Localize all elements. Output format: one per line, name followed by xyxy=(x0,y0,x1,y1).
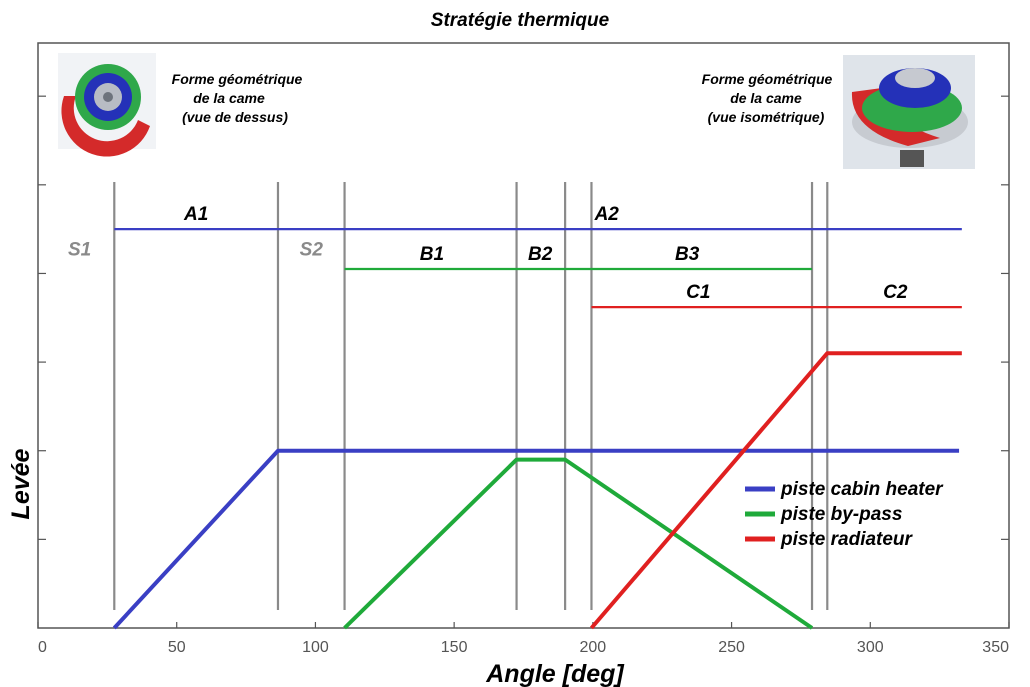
state-label: S2 xyxy=(300,240,324,261)
phase-label: A1 xyxy=(183,204,208,225)
phase-label: A2 xyxy=(594,204,620,225)
left-image-caption: Forme géométrique de la came (vue de des… xyxy=(172,71,303,125)
series-line xyxy=(112,448,960,630)
x-tick-label: 250 xyxy=(718,639,745,656)
plot-frame xyxy=(37,42,1010,629)
x-tick-label: 50 xyxy=(168,639,186,656)
phase-label: B3 xyxy=(675,244,700,265)
data-series xyxy=(112,351,962,630)
state-label: S1 xyxy=(68,240,91,261)
x-tick-label: 150 xyxy=(441,639,468,656)
x-tick-label: 300 xyxy=(857,639,884,656)
x-tick-label: 0 xyxy=(38,639,47,656)
x-tick-label: 100 xyxy=(302,639,329,656)
legend: piste cabin heater piste by-pass piste rad… xyxy=(745,479,944,550)
x-axis-label: Angle [deg] xyxy=(485,660,625,687)
legend-label: piste by-pass xyxy=(780,504,902,525)
caption-line: Forme géométrique xyxy=(702,71,833,87)
series-line xyxy=(589,351,962,630)
x-axis-ticks: 0 50 100 150 200 250 300 350 xyxy=(37,622,1010,656)
phase-label: B1 xyxy=(420,244,444,265)
right-image-caption: Forme géométrique de la came (vue isomét… xyxy=(702,71,833,125)
phase-label: C1 xyxy=(686,282,710,303)
caption-line: (vue isométrique) xyxy=(708,109,825,125)
chart-title: Stratégie thermique xyxy=(431,10,610,31)
y-axis-label: Levée xyxy=(7,448,35,519)
phase-lines: A1 A2 B1 B2 B3 C1 C2 S1 S2 xyxy=(68,204,962,309)
x-tick-label: 200 xyxy=(580,639,607,656)
caption-line: de la came xyxy=(193,90,265,106)
caption-line: Forme géométrique xyxy=(172,71,303,87)
cam-isometric-view-image xyxy=(843,55,975,169)
x-tick-label: 350 xyxy=(982,639,1009,656)
series-line xyxy=(343,457,814,630)
cam-top-view-image xyxy=(58,53,156,157)
caption-line: de la came xyxy=(730,90,802,106)
y-axis-ticks xyxy=(38,95,1009,540)
legend-label: piste cabin heater xyxy=(780,479,944,500)
phase-boundaries xyxy=(113,182,829,610)
caption-line: (vue de dessus) xyxy=(182,109,288,125)
legend-label: piste radiateur xyxy=(780,529,914,550)
phase-label: B2 xyxy=(528,244,553,265)
phase-label: C2 xyxy=(883,282,908,303)
